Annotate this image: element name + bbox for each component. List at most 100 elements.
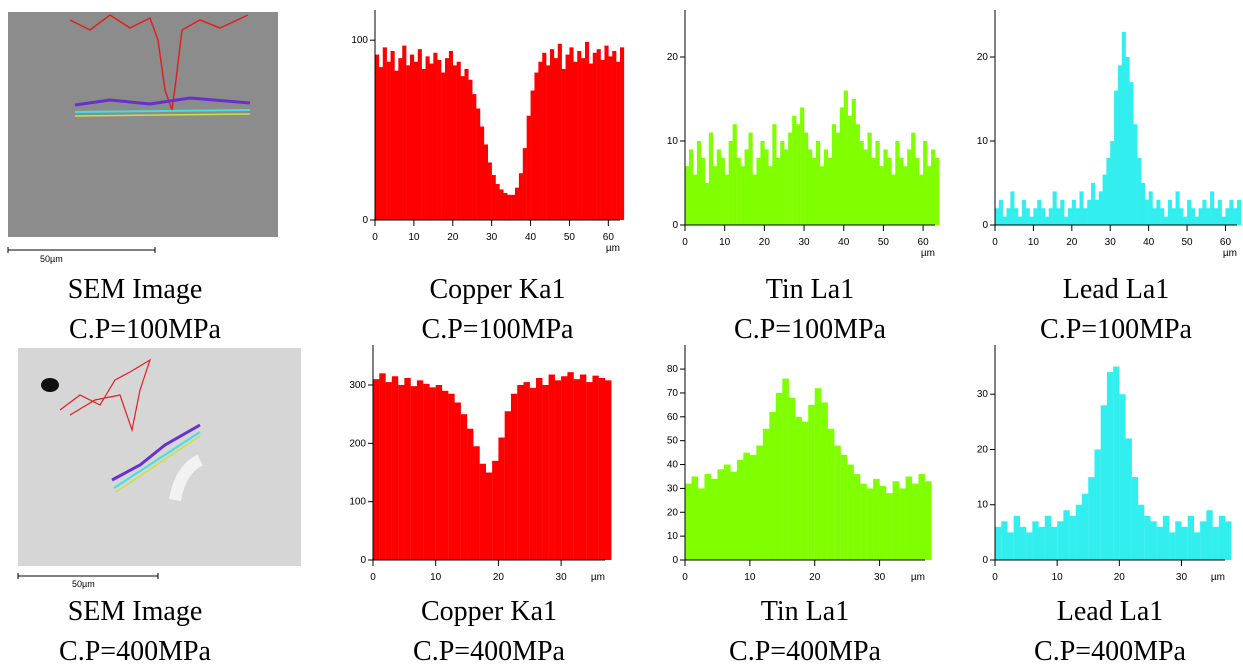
bar xyxy=(1032,521,1039,560)
bar xyxy=(1060,199,1065,225)
bar xyxy=(429,63,434,221)
bar xyxy=(732,124,737,225)
bar xyxy=(1018,216,1023,225)
bar xyxy=(756,157,761,225)
x-tick-label: 60 xyxy=(603,232,615,243)
bar xyxy=(762,428,770,560)
bar xyxy=(887,157,892,225)
bar xyxy=(472,94,477,220)
bar xyxy=(863,149,868,225)
bar xyxy=(479,463,486,560)
bar xyxy=(704,183,710,225)
bar xyxy=(883,149,888,225)
bar xyxy=(886,493,893,560)
bar xyxy=(743,452,750,560)
bar xyxy=(1044,515,1052,560)
bar xyxy=(1033,208,1038,225)
bar xyxy=(995,526,1002,560)
bar xyxy=(730,471,738,560)
bar xyxy=(1175,191,1180,225)
bar xyxy=(1026,532,1033,560)
bar xyxy=(476,108,481,220)
bar xyxy=(526,115,531,220)
bar xyxy=(485,472,493,560)
x-tick-label: 40 xyxy=(838,237,850,248)
bar xyxy=(1007,532,1014,560)
bar xyxy=(710,478,718,560)
bar xyxy=(491,175,496,220)
bar xyxy=(899,488,906,560)
x-tick-label: 60 xyxy=(918,237,930,248)
bar xyxy=(382,47,387,220)
bar xyxy=(1121,31,1126,225)
bar xyxy=(800,107,805,225)
bar xyxy=(375,54,380,221)
x-tick-label: 30 xyxy=(486,232,498,243)
bar xyxy=(752,174,757,225)
bar xyxy=(931,149,936,225)
bar xyxy=(704,474,712,560)
bar xyxy=(1167,199,1172,225)
bar xyxy=(1067,208,1073,225)
bar xyxy=(708,132,714,225)
bar xyxy=(1169,532,1176,560)
bar xyxy=(410,54,415,221)
bar xyxy=(429,387,436,560)
bar xyxy=(1010,191,1015,225)
bar xyxy=(764,149,769,225)
bar xyxy=(1221,216,1226,225)
bar xyxy=(840,455,848,560)
bar xyxy=(875,141,880,225)
bar xyxy=(899,157,904,225)
bar xyxy=(903,166,908,225)
bar xyxy=(1106,157,1111,225)
x-tick-label: 20 xyxy=(447,232,459,243)
y-tick-label: 40 xyxy=(667,460,679,471)
y-tick-label: 70 xyxy=(667,388,679,399)
bar xyxy=(756,445,763,560)
bar xyxy=(390,50,395,221)
trace-overlay xyxy=(69,14,249,111)
x-tick-label: 40 xyxy=(1143,237,1155,248)
bar xyxy=(935,157,940,225)
bar xyxy=(925,481,932,560)
bar xyxy=(499,189,504,220)
bar xyxy=(720,157,725,225)
bar xyxy=(860,483,867,560)
caption: C.P=400MPa xyxy=(59,636,212,667)
x-tick-label: 60 xyxy=(1220,237,1232,248)
trace-overlay xyxy=(59,358,152,433)
bar xyxy=(867,132,872,225)
bar xyxy=(616,61,621,220)
bar xyxy=(1052,191,1057,225)
bar xyxy=(1117,65,1123,226)
bar xyxy=(911,132,916,225)
bar xyxy=(452,65,457,220)
bar xyxy=(581,58,586,220)
bar xyxy=(775,392,783,560)
x-tick-label: 10 xyxy=(430,572,442,583)
bar xyxy=(561,376,568,560)
bar xyxy=(760,141,765,225)
bar xyxy=(404,378,411,560)
bar xyxy=(823,149,829,225)
bar xyxy=(586,382,593,560)
bar xyxy=(796,124,801,225)
bar xyxy=(879,486,887,560)
bar xyxy=(772,124,777,225)
bar xyxy=(1137,157,1142,225)
bar xyxy=(1056,208,1061,225)
bar xyxy=(736,459,744,560)
bar xyxy=(923,141,928,225)
bar xyxy=(696,141,702,225)
bar xyxy=(919,174,924,225)
bar xyxy=(1037,199,1042,225)
chart-subtitle: C.P=400MPa xyxy=(1034,636,1187,667)
bar xyxy=(536,378,543,560)
chart-subtitle: C.P=100MPa xyxy=(422,314,575,345)
x-tick-label: 0 xyxy=(992,237,998,248)
bar xyxy=(712,166,717,225)
y-tick-label: 200 xyxy=(349,438,366,449)
bar xyxy=(1152,208,1157,225)
y-tick-label: 10 xyxy=(667,531,679,542)
